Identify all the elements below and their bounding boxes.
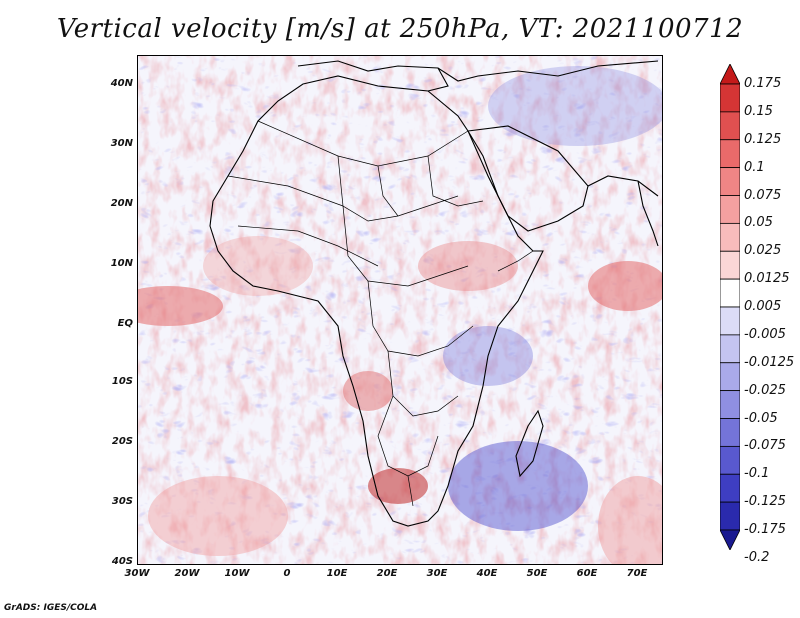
lon-label-20e: 20E	[376, 568, 398, 579]
colorbar-label: -0.2	[744, 549, 770, 565]
colorbar-cell	[720, 83, 740, 113]
lon-label-0: 0	[283, 568, 291, 579]
lat-label-eq: EQ	[117, 318, 133, 329]
lat-label-20s: 20S	[111, 436, 133, 447]
colorbar-label: -0.1	[744, 466, 770, 482]
colorbar-label: 0.175	[744, 76, 782, 91]
madagascar-coastline	[515, 409, 544, 478]
colorbar-label: 0.15	[744, 103, 773, 119]
asia-coastline	[587, 175, 659, 197]
lat-label-30n: 30N	[110, 138, 133, 149]
colorbar-cell	[720, 445, 740, 475]
colorbar-cell	[720, 473, 740, 503]
lat-label-20n: 20N	[110, 198, 133, 209]
colorbar-cell	[720, 250, 740, 280]
europe-coastline	[297, 60, 659, 82]
lon-label-60e: 60E	[576, 568, 598, 579]
colorbar-cell	[720, 306, 740, 336]
colorbar-cell	[720, 111, 740, 141]
velocity-patches	[138, 66, 662, 564]
colorbar-cell	[720, 278, 740, 308]
country-borders	[227, 120, 534, 507]
lon-label-20w: 20W	[174, 568, 200, 579]
colorbar-label: 0.1	[744, 159, 765, 175]
lon-label-30w: 30W	[124, 568, 150, 579]
colorbar	[720, 64, 740, 550]
lon-label-10e: 10E	[326, 568, 348, 579]
lon-label-10w: 10W	[224, 568, 250, 579]
velocity-field-map	[138, 56, 662, 564]
colorbar-cell	[720, 529, 740, 550]
colorbar-label: 0.0125	[744, 271, 790, 287]
colorbar-label: 0.075	[744, 187, 782, 203]
colorbar-label: 0.025	[744, 243, 782, 259]
colorbar-cell	[720, 195, 740, 224]
colorbar-cell	[720, 501, 740, 531]
lat-label-40n: 40N	[110, 78, 133, 89]
lon-label-40e: 40E	[476, 568, 498, 579]
lat-label-10n: 10N	[110, 258, 133, 269]
colorbar-label: -0.05	[744, 410, 778, 426]
colorbar-label: -0.175	[744, 522, 786, 537]
colorbar-label: -0.025	[744, 382, 786, 398]
colorbar-label: 0.125	[744, 131, 782, 147]
colorbar-cell	[720, 64, 740, 85]
colorbar-cell	[720, 418, 740, 447]
colorbar-cell	[720, 390, 740, 419]
lon-label-30e: 30E	[426, 568, 448, 579]
colorbar-cell	[720, 167, 740, 196]
lat-label-40s: 40S	[111, 556, 133, 567]
lon-label-70e: 70E	[626, 568, 648, 579]
map-plot-area	[137, 55, 663, 565]
colorbar-label: 0.005	[744, 299, 782, 314]
coastlines	[209, 60, 659, 527]
colorbar-cell	[720, 222, 740, 252]
map-title: Vertical velocity [m/s] at 250hPa, VT: 2…	[56, 14, 744, 44]
colorbar-label: -0.075	[744, 438, 786, 454]
colorbar-cell	[720, 362, 740, 392]
colorbar-label: 0.05	[744, 215, 773, 231]
lat-label-10s: 10S	[111, 376, 133, 387]
africa-coastline	[209, 75, 544, 527]
colorbar-cell	[720, 334, 740, 364]
colorbar-label: -0.005	[744, 326, 786, 342]
lon-label-50e: 50E	[526, 568, 548, 579]
lat-label-30s: 30S	[111, 496, 133, 507]
colorbar-label: -0.125	[744, 494, 786, 510]
colorbar-cell	[720, 139, 740, 169]
colorbar-label: -0.0125	[744, 354, 795, 370]
grads-credit: GrADS: IGES/COLA	[4, 603, 98, 613]
